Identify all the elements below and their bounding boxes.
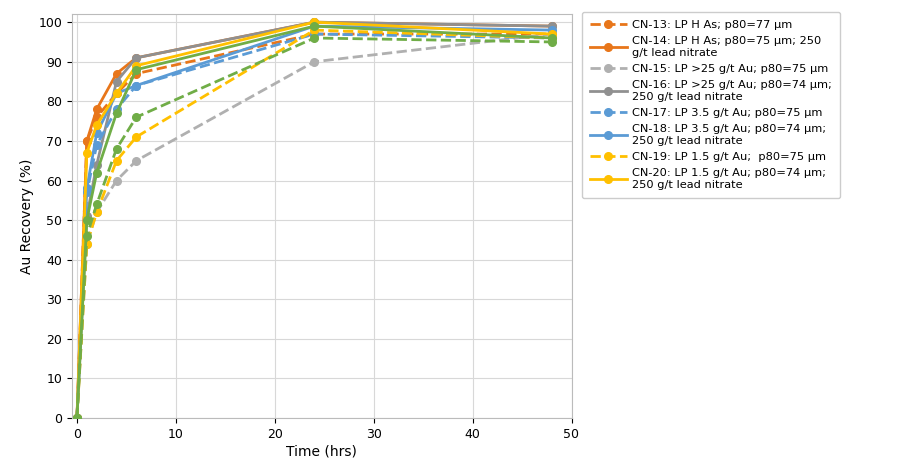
- CN-18: LP 3.5 g/t Au; p80=74 μm;
250 g/t lead nitrate: (2, 72): LP 3.5 g/t Au; p80=74 μm; 250 g/t lead n…: [91, 130, 102, 136]
- Line: CN-18: LP 3.5 g/t Au; p80=74 μm;
250 g/t lead nitrate: CN-18: LP 3.5 g/t Au; p80=74 μm; 250 g/t…: [73, 22, 555, 422]
- CN-17: LP 3.5 g/t Au; p80=75 μm: (1, 57): LP 3.5 g/t Au; p80=75 μm: (1, 57): [81, 190, 92, 195]
- CN-16: LP >25 g/t Au; p80=74 μm;
250 g/t lead nitrate: (1, 51): LP >25 g/t Au; p80=74 μm; 250 g/t lead n…: [81, 213, 92, 219]
- CN-17: LP 3.5 g/t Au; p80=75 μm: (24, 97): LP 3.5 g/t Au; p80=75 μm: (24, 97): [309, 31, 320, 37]
- CN-20: LP 1.5 g/t Au; p80=74 μm;
250 g/t lead nitrate: (4, 82): LP 1.5 g/t Au; p80=74 μm; 250 g/t lead n…: [111, 91, 122, 96]
- CN-15: LP >25 g/t Au; p80=75 μm: (24, 90): LP >25 g/t Au; p80=75 μm: (24, 90): [309, 59, 320, 65]
- Line: CN-19: LP 1.5 g/t Au;  p80=75 μm: CN-19: LP 1.5 g/t Au; p80=75 μm: [73, 26, 555, 422]
- CN-20: LP 1.5 g/t Au; p80=74 μm;
250 g/t lead nitrate: (6, 89): LP 1.5 g/t Au; p80=74 μm; 250 g/t lead n…: [130, 63, 141, 68]
- CN-15: LP >25 g/t Au; p80=75 μm: (0, 0): LP >25 g/t Au; p80=75 μm: (0, 0): [71, 415, 82, 421]
- CN-14: LP H As; p80=75 μm; 250
g/t lead nitrate: (4, 87): LP H As; p80=75 μm; 250 g/t lead nitrate…: [111, 71, 122, 76]
- Line: CN-16: LP >25 g/t Au; p80=74 μm;
250 g/t lead nitrate: CN-16: LP >25 g/t Au; p80=74 μm; 250 g/t…: [73, 19, 555, 422]
- CN-18: LP 3.5 g/t Au; p80=74 μm;
250 g/t lead nitrate: (0, 0): LP 3.5 g/t Au; p80=74 μm; 250 g/t lead n…: [71, 415, 82, 421]
- CN-13: LP H As; p80=77 μm: (4, 82): LP H As; p80=77 μm: (4, 82): [111, 91, 122, 96]
- CN-19: LP 1.5 g/t Au;  p80=75 μm: (4, 65): LP 1.5 g/t Au; p80=75 μm: (4, 65): [111, 158, 122, 163]
- CN-16: LP >25 g/t Au; p80=74 μm;
250 g/t lead nitrate: (6, 91): LP >25 g/t Au; p80=74 μm; 250 g/t lead n…: [130, 55, 141, 61]
- CN-20: LP 1.5 g/t Au; p80=74 μm;
250 g/t lead nitrate: (1, 67): LP 1.5 g/t Au; p80=74 μm; 250 g/t lead n…: [81, 150, 92, 156]
- CN-18: LP 3.5 g/t Au; p80=74 μm;
250 g/t lead nitrate: (48, 98): LP 3.5 g/t Au; p80=74 μm; 250 g/t lead n…: [546, 27, 557, 33]
- CN-20: LP 1.5 g/t Au; p80=74 μm;
250 g/t lead nitrate: (24, 100): LP 1.5 g/t Au; p80=74 μm; 250 g/t lead n…: [309, 19, 320, 25]
- CN-15: LP >25 g/t Au; p80=75 μm: (4, 60): LP >25 g/t Au; p80=75 μm: (4, 60): [111, 178, 122, 183]
- CN-13: LP H As; p80=77 μm: (0, 0): LP H As; p80=77 μm: (0, 0): [71, 415, 82, 421]
- CN-15: LP >25 g/t Au; p80=75 μm: (48, 97): LP >25 g/t Au; p80=75 μm: (48, 97): [546, 31, 557, 37]
- Line: CN-14: LP H As; p80=75 μm; 250
g/t lead nitrate: CN-14: LP H As; p80=75 μm; 250 g/t lead …: [73, 19, 555, 422]
- CN-17: LP 3.5 g/t Au; p80=75 μm: (4, 78): LP 3.5 g/t Au; p80=75 μm: (4, 78): [111, 106, 122, 112]
- CN-16: LP >25 g/t Au; p80=74 μm;
250 g/t lead nitrate: (0, 0): LP >25 g/t Au; p80=74 μm; 250 g/t lead n…: [71, 415, 82, 421]
- CN-15: LP >25 g/t Au; p80=75 μm: (2, 52): LP >25 g/t Au; p80=75 μm: (2, 52): [91, 209, 102, 215]
- CN-17: LP 3.5 g/t Au; p80=75 μm: (2, 69): LP 3.5 g/t Au; p80=75 μm: (2, 69): [91, 142, 102, 148]
- Line: CN-20: LP 1.5 g/t Au; p80=74 μm;
250 g/t lead nitrate: CN-20: LP 1.5 g/t Au; p80=74 μm; 250 g/t…: [73, 19, 555, 422]
- CN-19: LP 1.5 g/t Au;  p80=75 μm: (2, 52): LP 1.5 g/t Au; p80=75 μm: (2, 52): [91, 209, 102, 215]
- CN-19: LP 1.5 g/t Au;  p80=75 μm: (0, 0): LP 1.5 g/t Au; p80=75 μm: (0, 0): [71, 415, 82, 421]
- X-axis label: Time (hrs): Time (hrs): [286, 445, 357, 459]
- Legend: CN-13: LP H As; p80=77 μm, CN-14: LP H As; p80=75 μm; 250
g/t lead nitrate, CN-1: CN-13: LP H As; p80=77 μm, CN-14: LP H A…: [582, 12, 840, 198]
- CN-17: LP 3.5 g/t Au; p80=75 μm: (48, 96): LP 3.5 g/t Au; p80=75 μm: (48, 96): [546, 35, 557, 41]
- CN-18: LP 3.5 g/t Au; p80=74 μm;
250 g/t lead nitrate: (4, 82): LP 3.5 g/t Au; p80=74 μm; 250 g/t lead n…: [111, 91, 122, 96]
- Line: CN-17: LP 3.5 g/t Au; p80=75 μm: CN-17: LP 3.5 g/t Au; p80=75 μm: [73, 30, 555, 422]
- CN-20: LP 1.5 g/t Au; p80=74 μm;
250 g/t lead nitrate: (0, 0): LP 1.5 g/t Au; p80=74 μm; 250 g/t lead n…: [71, 415, 82, 421]
- CN-19: LP 1.5 g/t Au;  p80=75 μm: (24, 98): LP 1.5 g/t Au; p80=75 μm: (24, 98): [309, 27, 320, 33]
- CN-17: LP 3.5 g/t Au; p80=75 μm: (6, 84): LP 3.5 g/t Au; p80=75 μm: (6, 84): [130, 83, 141, 88]
- CN-16: LP >25 g/t Au; p80=74 μm;
250 g/t lead nitrate: (4, 85): LP >25 g/t Au; p80=74 μm; 250 g/t lead n…: [111, 79, 122, 85]
- CN-14: LP H As; p80=75 μm; 250
g/t lead nitrate: (2, 78): LP H As; p80=75 μm; 250 g/t lead nitrate…: [91, 106, 102, 112]
- CN-14: LP H As; p80=75 μm; 250
g/t lead nitrate: (6, 91): LP H As; p80=75 μm; 250 g/t lead nitrate…: [130, 55, 141, 61]
- CN-13: LP H As; p80=77 μm: (48, 97): LP H As; p80=77 μm: (48, 97): [546, 31, 557, 37]
- CN-16: LP >25 g/t Au; p80=74 μm;
250 g/t lead nitrate: (48, 99): LP >25 g/t Au; p80=74 μm; 250 g/t lead n…: [546, 23, 557, 29]
- CN-19: LP 1.5 g/t Au;  p80=75 μm: (48, 96): LP 1.5 g/t Au; p80=75 μm: (48, 96): [546, 35, 557, 41]
- CN-20: LP 1.5 g/t Au; p80=74 μm;
250 g/t lead nitrate: (2, 74): LP 1.5 g/t Au; p80=74 μm; 250 g/t lead n…: [91, 122, 102, 128]
- Line: CN-15: LP >25 g/t Au; p80=75 μm: CN-15: LP >25 g/t Au; p80=75 μm: [73, 30, 555, 422]
- CN-18: LP 3.5 g/t Au; p80=74 μm;
250 g/t lead nitrate: (24, 99): LP 3.5 g/t Au; p80=74 μm; 250 g/t lead n…: [309, 23, 320, 29]
- CN-18: LP 3.5 g/t Au; p80=74 μm;
250 g/t lead nitrate: (1, 58): LP 3.5 g/t Au; p80=74 μm; 250 g/t lead n…: [81, 186, 92, 191]
- CN-17: LP 3.5 g/t Au; p80=75 μm: (0, 0): LP 3.5 g/t Au; p80=75 μm: (0, 0): [71, 415, 82, 421]
- CN-16: LP >25 g/t Au; p80=74 μm;
250 g/t lead nitrate: (2, 64): LP >25 g/t Au; p80=74 μm; 250 g/t lead n…: [91, 162, 102, 168]
- CN-13: LP H As; p80=77 μm: (24, 97): LP H As; p80=77 μm: (24, 97): [309, 31, 320, 37]
- CN-16: LP >25 g/t Au; p80=74 μm;
250 g/t lead nitrate: (24, 100): LP >25 g/t Au; p80=74 μm; 250 g/t lead n…: [309, 19, 320, 25]
- CN-15: LP >25 g/t Au; p80=75 μm: (6, 65): LP >25 g/t Au; p80=75 μm: (6, 65): [130, 158, 141, 163]
- CN-14: LP H As; p80=75 μm; 250
g/t lead nitrate: (24, 100): LP H As; p80=75 μm; 250 g/t lead nitrate…: [309, 19, 320, 25]
- CN-20: LP 1.5 g/t Au; p80=74 μm;
250 g/t lead nitrate: (48, 97): LP 1.5 g/t Au; p80=74 μm; 250 g/t lead n…: [546, 31, 557, 37]
- CN-13: LP H As; p80=77 μm: (2, 76): LP H As; p80=77 μm: (2, 76): [91, 114, 102, 120]
- CN-14: LP H As; p80=75 μm; 250
g/t lead nitrate: (1, 70): LP H As; p80=75 μm; 250 g/t lead nitrate…: [81, 138, 92, 144]
- CN-19: LP 1.5 g/t Au;  p80=75 μm: (1, 44): LP 1.5 g/t Au; p80=75 μm: (1, 44): [81, 241, 92, 247]
- CN-13: LP H As; p80=77 μm: (1, 70): LP H As; p80=77 μm: (1, 70): [81, 138, 92, 144]
- CN-18: LP 3.5 g/t Au; p80=74 μm;
250 g/t lead nitrate: (6, 84): LP 3.5 g/t Au; p80=74 μm; 250 g/t lead n…: [130, 83, 141, 88]
- Line: CN-13: LP H As; p80=77 μm: CN-13: LP H As; p80=77 μm: [73, 30, 555, 422]
- Y-axis label: Au Recovery (%): Au Recovery (%): [20, 159, 34, 274]
- CN-19: LP 1.5 g/t Au;  p80=75 μm: (6, 71): LP 1.5 g/t Au; p80=75 μm: (6, 71): [130, 134, 141, 140]
- CN-13: LP H As; p80=77 μm: (6, 87): LP H As; p80=77 μm: (6, 87): [130, 71, 141, 76]
- CN-15: LP >25 g/t Au; p80=75 μm: (1, 44): LP >25 g/t Au; p80=75 μm: (1, 44): [81, 241, 92, 247]
- CN-14: LP H As; p80=75 μm; 250
g/t lead nitrate: (0, 0): LP H As; p80=75 μm; 250 g/t lead nitrate…: [71, 415, 82, 421]
- CN-14: LP H As; p80=75 μm; 250
g/t lead nitrate: (48, 99): LP H As; p80=75 μm; 250 g/t lead nitrate…: [546, 23, 557, 29]
